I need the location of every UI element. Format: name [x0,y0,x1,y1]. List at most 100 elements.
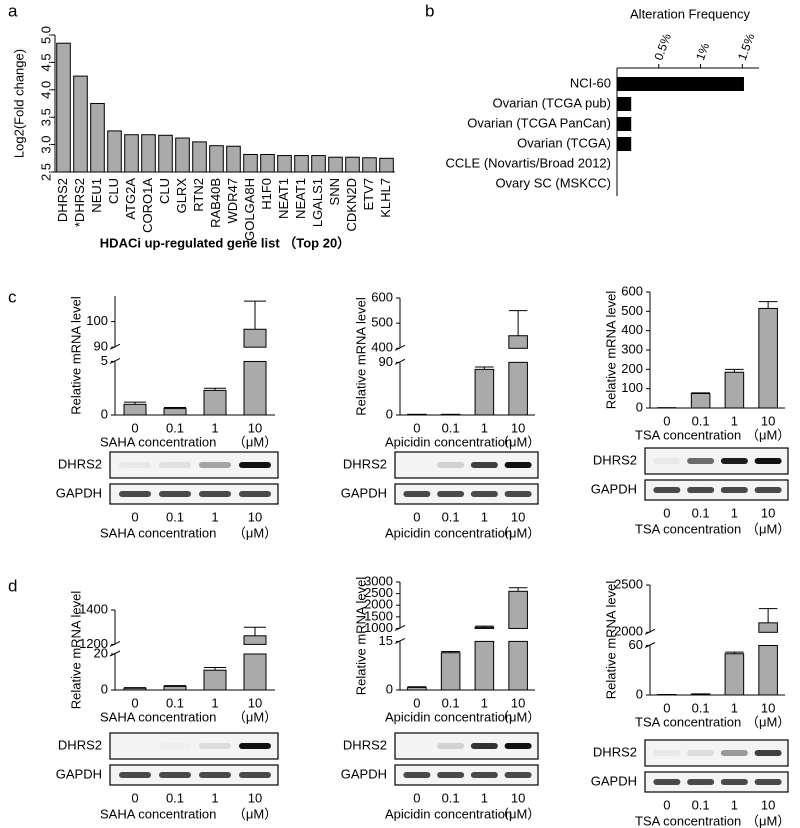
bar [90,103,105,173]
bar [158,134,173,173]
blot-lane-label: 0 [131,509,138,524]
blot-lane-label: 0.1 [692,797,710,812]
bar [73,75,88,173]
blot-lane-label: 0 [413,790,420,805]
y-axis-label: Relative mRNA level [353,577,368,696]
blot-row-label: GAPDH [591,481,637,496]
x-tick-label: ATG2A [123,178,138,220]
blot-band [470,491,498,497]
y-axis-label: Relative mRNA level [68,591,83,710]
x-tick-label: 0.1 [442,420,460,435]
y-tick-label: 1000 [364,620,393,635]
bar [243,653,267,691]
axis-break [109,358,121,364]
x-tick-label: 0.1 [166,420,184,435]
bar [163,408,187,416]
x-tick-label: 1 [211,695,218,710]
y-tick-label: 400 [621,322,643,337]
blot-row-label: DHRS2 [343,737,387,752]
blot-band [470,772,498,778]
blot-band [403,772,431,778]
blot-lane-label: 1 [211,790,218,805]
x-tick-label: 10 [511,420,525,435]
bar [508,590,528,629]
bar [508,361,528,416]
y-tick-label: 15 [379,633,393,648]
blot-band [239,491,271,497]
y-tick-label: 20 [94,645,108,660]
x-tick-label: 0 [663,413,670,428]
y-tick-label: 600 [371,289,393,304]
y-tick-label: 2000 [614,624,643,639]
blot-frame [394,483,539,505]
blot-row-label: GAPDH [341,766,387,781]
blot-x-label: SAHA concentration [100,806,216,821]
x-tick-label: 0.1 [442,695,460,710]
axis-break [394,637,406,644]
x-tick-label: WDR47 [225,178,240,224]
bar [243,153,258,173]
blot-band [754,779,782,785]
blot-band [437,462,465,468]
blot-lane-label: 10 [761,797,775,812]
bar [758,645,778,696]
y-tick-label: 200 [621,361,643,376]
x-tick-label: 0 [131,420,138,435]
bar [243,328,267,348]
x-tick-label: ETV7 [361,178,376,211]
blot-x-label: Apicidin concentration [385,525,512,540]
blot-unit: （μM） [746,521,790,536]
x-tick-label: H1F0 [259,178,274,210]
x-tick-label: 1.5% [735,31,758,62]
y-tick-label: 600 [621,283,643,298]
blot-row-label: GAPDH [591,773,637,788]
blot-lane-label: 10 [761,505,775,520]
blot-frame [644,479,789,501]
x-axis-label: HDACi up-regulated gene list （Top 20） [100,235,350,250]
blot-row-label: GAPDH [341,485,387,500]
x-tick-label: SNN [327,178,342,205]
blot-row-label: DHRS2 [58,737,102,752]
blot-band [119,772,151,778]
blot-lane-label: 0.1 [166,509,184,524]
blot-lane-label: 0.1 [692,505,710,520]
blot-band [653,750,681,756]
blot-band [687,750,715,756]
bar [617,117,632,131]
y-axis-label: Log2(Fold change) [11,49,26,158]
y-tick-label: 4.5 [38,53,53,71]
axis-break [109,650,121,657]
y-tick-label: 400 [371,340,393,355]
blot-x-label: TSA concentration [635,813,741,828]
bar [474,626,495,629]
bar [107,130,122,173]
bar [123,687,147,691]
y-tick-label: 1400 [79,601,108,616]
y-tick-label: CCLE (Novartis/Broad 2012) [446,155,611,170]
bar [294,155,309,173]
bar [243,360,267,416]
x-tick-label: 10 [761,413,775,428]
y-tick-label: 3.0 [38,136,53,154]
blot-row-label: DHRS2 [343,456,387,471]
y-tick-label: 2.5 [38,163,53,181]
y-tick-label: 2000 [364,597,393,612]
x-tick-label: NEAT1 [293,178,308,219]
blot-unit: （μM） [496,806,540,821]
blot-row-label: DHRS2 [593,744,637,759]
bar [56,42,71,173]
x-axis-label: SAHA concentration [100,709,216,724]
x-tick-label: CLU [106,178,121,204]
y-tick-label: Ovarian (TCGA PanCan) [467,115,611,130]
x-axis-label: TSA concentration [635,427,741,442]
x-tick-label: 0.1 [166,695,184,710]
x-tick-label: 1% [693,41,712,62]
x-unit: （μM） [233,709,277,724]
y-tick-label: 90 [94,339,108,354]
y-tick-label: 0 [386,681,393,696]
x-tick-label: NEU1 [89,178,104,213]
blot-band [687,458,715,464]
blot-lane-label: 10 [511,790,525,805]
x-tick-label: 1 [211,420,218,435]
blot-unit: （μM） [496,525,540,540]
